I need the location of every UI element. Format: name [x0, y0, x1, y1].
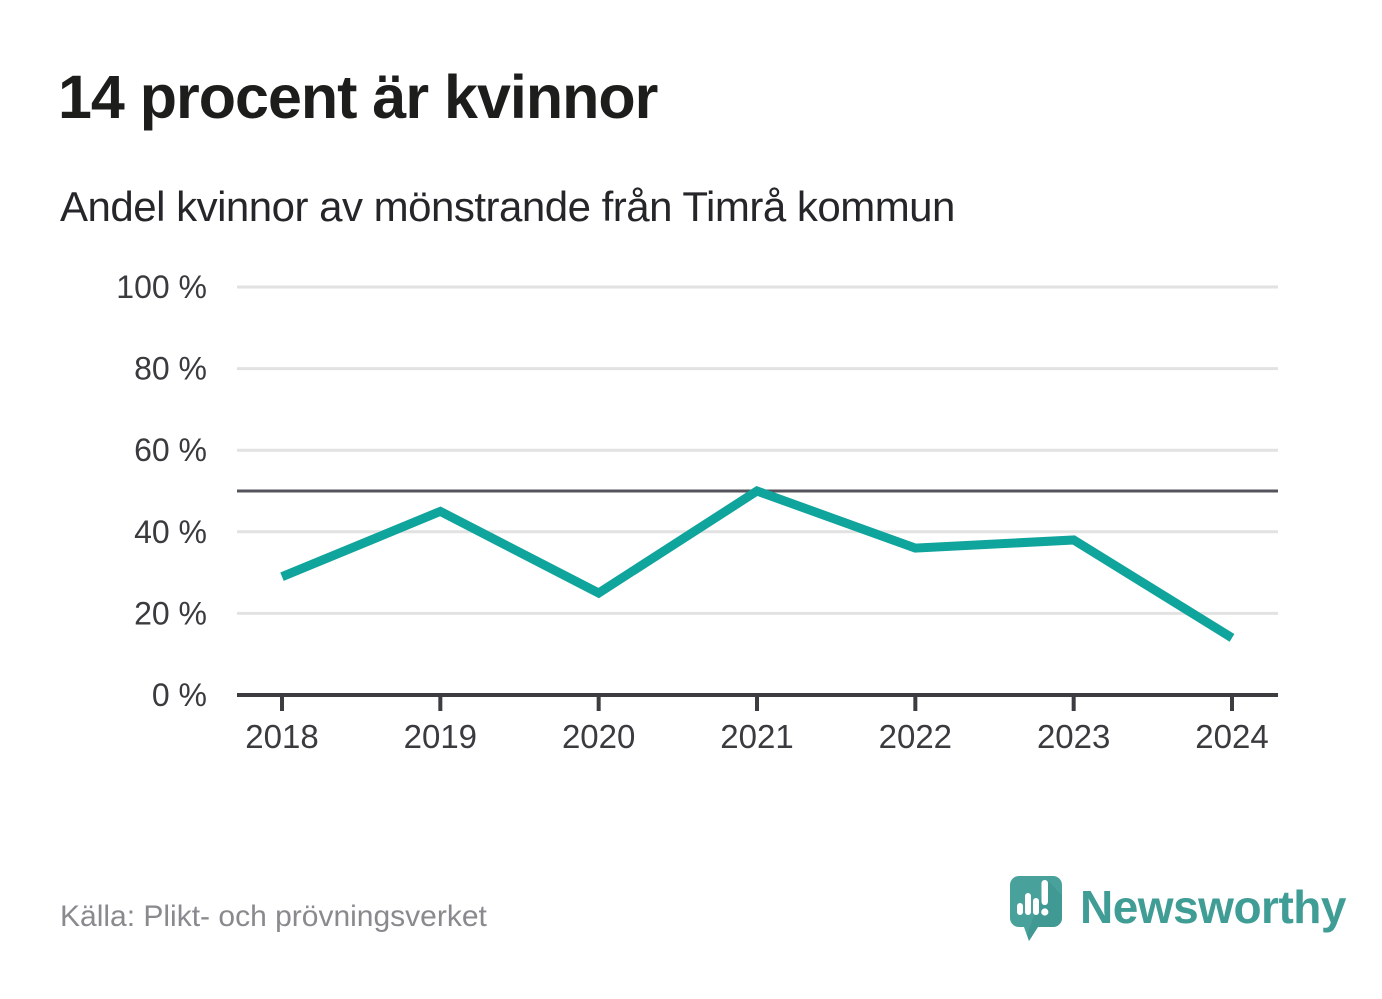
y-tick-label: 40 %: [134, 514, 207, 550]
x-tick-label: 2019: [404, 718, 477, 755]
y-tick-label: 60 %: [134, 432, 207, 468]
x-tick-label: 2020: [562, 718, 635, 755]
y-tick-label: 100 %: [116, 269, 207, 305]
logo-exclamation-bar: [1041, 880, 1048, 905]
x-tick-label: 2018: [245, 718, 318, 755]
chart-title: 14 procent är kvinnor: [58, 63, 658, 131]
source-note: Källa: Plikt- och prövningsverket: [60, 900, 487, 933]
y-tick-label: 80 %: [134, 351, 207, 387]
newsworthy-logo-icon: [1010, 876, 1062, 941]
y-tick-label: 0 %: [152, 677, 207, 713]
data-line: [280, 486, 1235, 642]
logo-exclamation-dot: [1041, 908, 1049, 916]
x-tick-label: 2022: [879, 718, 952, 755]
logo-bar-3: [1033, 898, 1039, 915]
chart-subtitle: Andel kvinnor av mönstrande från Timrå k…: [60, 183, 955, 230]
logo-bar-2: [1025, 893, 1031, 915]
newsworthy-brand: Newsworthy: [1010, 876, 1346, 948]
x-tick-label: 2021: [720, 718, 793, 755]
x-tick-label: 2024: [1195, 718, 1268, 755]
brand-wordmark: Newsworthy: [1080, 881, 1346, 933]
y-tick-label: 20 %: [134, 595, 207, 631]
x-tick-label: 2023: [1037, 718, 1110, 755]
logo-bar-1: [1017, 903, 1023, 915]
